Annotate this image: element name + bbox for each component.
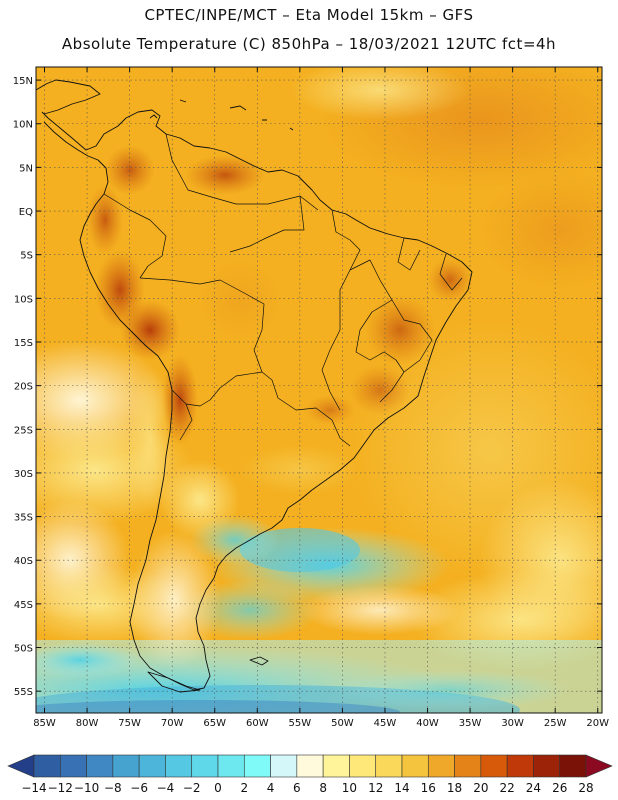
lon-tick-label: 75W <box>118 718 141 729</box>
colorbar: −14 −12 −10 −8 −6 −4 −2 0 2 4 6 8 10 12 14 16 18 20 22 24 26… <box>7 754 613 795</box>
colorbar-swatch <box>33 754 61 778</box>
colorbar-swatch <box>559 754 587 778</box>
colorbar-swatch <box>296 754 324 778</box>
colorbar-swatch <box>191 754 219 778</box>
colorbar-label: −2 <box>183 781 201 795</box>
colorbar-label: 6 <box>293 781 301 795</box>
colorbar-swatch <box>217 754 245 778</box>
plot-frame <box>35 66 603 714</box>
colorbar-swatch <box>427 754 455 778</box>
colorbar-label: 2 <box>240 781 248 795</box>
colorbar-swatch <box>270 754 298 778</box>
colorbar-label: 24 <box>526 781 541 795</box>
coastlines-and-borders <box>36 79 473 693</box>
colorbar-label: 18 <box>447 781 462 795</box>
colorbar-label: 22 <box>500 781 515 795</box>
colorbar-label: 16 <box>421 781 436 795</box>
lat-tick-label: 5S <box>20 251 33 262</box>
latitude-axis: 15N 10N 5N EQ 5S 10S 15S 20S 25S 30S 35S 40S 45S 50S 5… <box>13 76 602 698</box>
colorbar-swatch <box>480 754 508 778</box>
lon-tick-label: 25W <box>544 718 567 729</box>
lon-tick-label: 35W <box>459 718 482 729</box>
lat-tick-label: 15S <box>14 338 33 349</box>
lat-tick-label: 10N <box>13 120 33 131</box>
colorbar-label: −6 <box>130 781 148 795</box>
lat-tick-label: 20S <box>14 382 33 393</box>
colorbar-over-triangle <box>585 754 613 778</box>
lat-tick-label: 5N <box>19 163 33 174</box>
colorbar-swatch <box>138 754 166 778</box>
temperature-field <box>36 67 602 713</box>
lon-tick-label: 20W <box>586 718 609 729</box>
colorbar-label: 26 <box>552 781 567 795</box>
colorbar-label: −14 <box>21 781 46 795</box>
central-america-coastline <box>36 79 101 115</box>
colorbar-label: 12 <box>368 781 383 795</box>
colorbar-swatch <box>506 754 534 778</box>
lat-tick-label: 40S <box>14 556 33 567</box>
colorbar-swatch <box>243 754 271 778</box>
country-borders <box>103 133 463 447</box>
colorbar-label: 28 <box>578 781 593 795</box>
longitude-axis: 85W 80W 75W 70W 65W 60W 55W 50W 45W 40W 35W 30W 25W 2… <box>33 67 609 729</box>
lat-tick-label: 45S <box>14 600 33 611</box>
colorbar-label: 8 <box>319 781 327 795</box>
lat-tick-label: 50S <box>14 644 33 655</box>
colorbar-label: −4 <box>157 781 175 795</box>
colorbar-swatch <box>86 754 114 778</box>
lon-tick-label: 45W <box>374 718 397 729</box>
chart-title-line2: Absolute Temperature (C) 850hPa – 18/03/… <box>61 35 557 53</box>
colorbar-label: 14 <box>394 781 409 795</box>
lon-tick-label: 85W <box>33 718 56 729</box>
lon-tick-label: 60W <box>246 718 269 729</box>
colorbar-label: 20 <box>473 781 488 795</box>
colorbar-label: 4 <box>267 781 275 795</box>
chart-title-line1: CPTEC/INPE/MCT – Eta Model 15km – GFS <box>144 6 474 24</box>
lat-tick-label: 30S <box>14 469 33 480</box>
colorbar-label: −8 <box>104 781 122 795</box>
lon-tick-label: 65W <box>203 718 226 729</box>
colorbar-swatch <box>349 754 377 778</box>
lat-tick-label: 35S <box>14 513 33 524</box>
colorbar-swatch <box>59 754 87 778</box>
lon-tick-label: 55W <box>289 718 312 729</box>
falklands <box>249 656 269 666</box>
tierra-del-fuego <box>147 671 201 693</box>
lat-tick-label: 25S <box>14 425 33 436</box>
colorbar-under-triangle <box>7 754 35 778</box>
lat-tick-label: 55S <box>14 687 33 698</box>
colorbar-label: −12 <box>48 781 73 795</box>
colorbar-swatch <box>322 754 350 778</box>
colorbar-swatch <box>112 754 140 778</box>
lon-tick-label: 70W <box>161 718 184 729</box>
lat-tick-label: EQ <box>19 207 33 218</box>
lat-tick-label: 15N <box>13 76 33 87</box>
colorbar-label: 0 <box>214 781 222 795</box>
colorbar-swatch <box>375 754 403 778</box>
colorbar-label: −10 <box>74 781 99 795</box>
colorbar-label: 10 <box>342 781 357 795</box>
lon-tick-label: 80W <box>76 718 99 729</box>
south-america-coastline <box>41 109 473 691</box>
lon-tick-label: 30W <box>501 718 524 729</box>
lat-tick-label: 10S <box>14 294 33 305</box>
lon-tick-label: 50W <box>331 718 354 729</box>
colorbar-swatch <box>165 754 193 778</box>
colorbar-swatch <box>533 754 561 778</box>
lon-tick-label: 40W <box>416 718 439 729</box>
colorbar-swatch <box>454 754 482 778</box>
colorbar-swatch <box>401 754 429 778</box>
caribbean-islands <box>149 99 294 131</box>
